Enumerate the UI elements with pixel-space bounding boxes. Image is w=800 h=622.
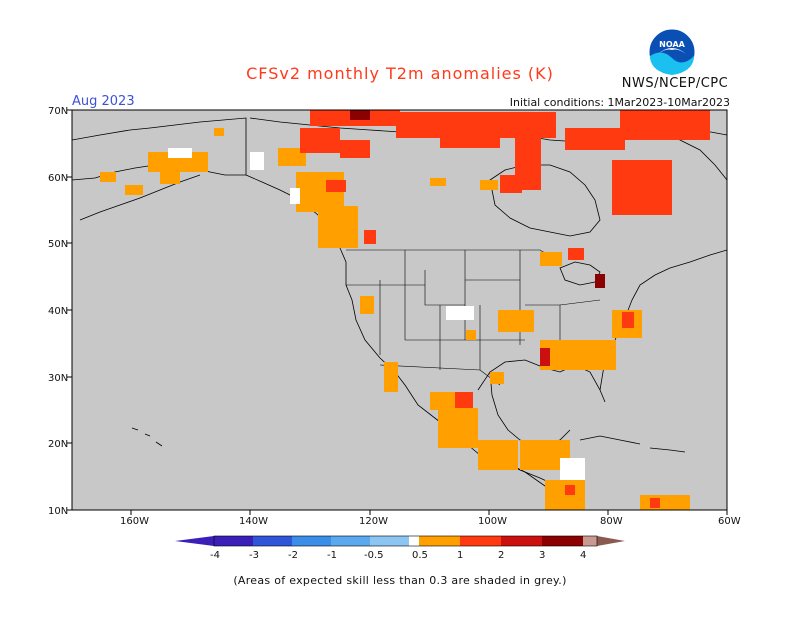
lat-label-10n: 10N (48, 506, 68, 517)
colorbar-swatch-10 (583, 536, 597, 546)
lat-axis: 70N 60N 50N 40N 30N 20N 10N (48, 106, 72, 517)
colorbar-label-2: 2 (498, 550, 504, 561)
colorbar-swatch-2 (292, 536, 331, 546)
anomaly-patches (100, 110, 710, 510)
colorbar-label-neg4: -4 (210, 550, 220, 561)
lon-label-60w: 60W (718, 516, 741, 527)
lon-label-120w: 120W (359, 516, 388, 527)
agency-label: NWS/NCEP/CPC (621, 76, 729, 91)
colorbar-label-neg2: -2 (288, 550, 298, 561)
lon-label-160w: 160W (120, 516, 149, 527)
colorbar-label-neg1: -1 (327, 550, 337, 561)
lat-label-20n: 20N (48, 439, 68, 450)
lat-label-40n: 40N (48, 306, 68, 317)
forecast-month-label: Aug 2023 (72, 94, 135, 109)
colorbar-swatch-5 (409, 536, 419, 546)
map-content (72, 110, 727, 510)
skill-footnote: (Areas of expected skill less than 0.3 a… (233, 574, 567, 587)
colorbar-swatch-6 (419, 536, 460, 546)
lat-label-70n: 70N (48, 106, 68, 117)
lon-axis: 160W 140W 120W 100W 80W 60W (120, 510, 741, 527)
page-title: CFSv2 monthly T2m anomalies (K) (246, 64, 554, 83)
colorbar-swatch-0 (214, 536, 253, 546)
lon-label-100w: 100W (478, 516, 507, 527)
colorbar-swatch-7 (460, 536, 501, 546)
initial-conditions-label: Initial conditions: 1Mar2023-10Mar2023 (509, 96, 730, 109)
colorbar-swatch-8 (501, 536, 542, 546)
lat-label-30n: 30N (48, 373, 68, 384)
colorbar-swatch-9 (542, 536, 583, 546)
colorbar: -4 -3 -2 -1 -0.5 0.5 1 2 3 4 (175, 535, 625, 561)
colorbar-label-neg05: -0.5 (364, 550, 384, 561)
colorbar-swatch-4 (370, 536, 409, 546)
colorbar-label-3: 3 (539, 550, 545, 561)
lat-label-60n: 60N (48, 173, 68, 184)
colorbar-label-4: 4 (580, 550, 586, 561)
political-borders (346, 249, 601, 386)
colorbar-left-arrow (175, 536, 214, 546)
colorbar-swatch-1 (253, 536, 292, 546)
lat-label-50n: 50N (48, 239, 68, 250)
colorbar-label-1: 1 (457, 550, 463, 561)
colorbar-label-neg3: -3 (249, 550, 259, 561)
lon-label-80w: 80W (600, 516, 623, 527)
colorbar-right-arrow (597, 536, 625, 546)
lon-label-140w: 140W (239, 516, 268, 527)
noaa-logo-text: NOAA (659, 40, 685, 49)
colorbar-swatch-3 (331, 536, 370, 546)
noaa-logo-icon: NOAA (648, 28, 696, 76)
colorbar-label-05: 0.5 (412, 550, 428, 561)
